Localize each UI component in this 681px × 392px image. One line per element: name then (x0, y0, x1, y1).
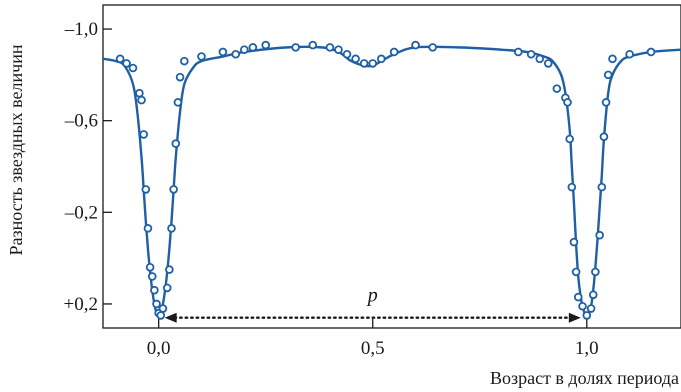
y-tick-label: –0,2 (64, 202, 98, 223)
observation-point (167, 224, 176, 233)
light-curve-line (102, 45, 681, 318)
observation-point (147, 272, 157, 281)
observation-point (239, 45, 249, 54)
observation-point (162, 283, 172, 293)
observation-point (334, 45, 343, 54)
observation-point (308, 40, 318, 50)
observation-point (599, 132, 609, 142)
observation-point (376, 54, 386, 64)
chart-curve-layer (102, 45, 681, 318)
observation-point (595, 230, 604, 240)
x-tick-label: 0,5 (361, 338, 385, 359)
observation-point (291, 43, 300, 52)
observation-point (514, 47, 523, 57)
observation-point (173, 98, 183, 107)
x-tick-label: 1,0 (575, 338, 599, 359)
observation-point (197, 52, 206, 61)
chart-ticks: –1,0 –0,6 –0,2 +0,2 0,0 0,5 1,0 (64, 19, 599, 359)
observation-point (571, 267, 581, 277)
observation-point (565, 134, 574, 144)
observation-point (597, 182, 607, 192)
observation-point (359, 59, 369, 68)
y-axis-title: Разность звездных величин (6, 44, 26, 255)
observation-point (582, 311, 592, 320)
observation-point (156, 311, 166, 320)
observation-point (137, 95, 146, 105)
x-tick-label: 0,0 (147, 338, 171, 359)
observation-point (169, 185, 178, 194)
observation-point (573, 292, 583, 302)
y-tick-label: +0,2 (64, 294, 98, 315)
y-tick-label: –1,0 (64, 19, 98, 40)
chart-axes (102, 4, 681, 329)
observation-point (150, 285, 159, 295)
period-arrow-head-left (164, 312, 177, 323)
observation-point (603, 70, 613, 80)
observation-point (139, 130, 148, 139)
observation-point (563, 98, 572, 107)
observation-point (567, 182, 577, 192)
observation-point (578, 301, 587, 311)
observation-point (171, 139, 181, 148)
observation-point (141, 185, 151, 194)
observation-point (389, 47, 399, 57)
observation-point (552, 84, 562, 93)
observation-point (128, 63, 138, 73)
observation-point (175, 72, 185, 82)
observation-point (261, 40, 270, 50)
observation-point (608, 54, 617, 64)
observation-point (231, 49, 241, 59)
observation-point (165, 265, 174, 274)
observation-point (601, 98, 611, 107)
x-axis-title: Возраст в долях периода (490, 368, 679, 388)
observation-point (591, 267, 600, 277)
chart-points-layer (115, 40, 656, 320)
observation-point (180, 56, 189, 66)
observation-point (588, 290, 598, 300)
observation-point (325, 43, 335, 52)
observation-point (115, 54, 125, 64)
observation-point (625, 49, 634, 59)
plot-frame (102, 4, 681, 329)
observation-point (569, 237, 579, 247)
period-annotation: p (164, 285, 581, 323)
observation-point (351, 54, 360, 64)
observation-point (248, 43, 258, 52)
observation-point (143, 224, 153, 233)
observation-point (368, 59, 378, 68)
period-arrow-head-right (568, 312, 581, 323)
observation-point (342, 49, 352, 59)
observation-point (135, 88, 144, 98)
observation-point (526, 49, 536, 59)
observation-point (543, 59, 553, 68)
observation-point (411, 40, 420, 50)
observation-point (586, 304, 596, 313)
observation-point (218, 47, 228, 57)
observation-point (158, 304, 168, 313)
observation-point (646, 47, 656, 57)
period-label: p (366, 285, 378, 307)
observation-point (428, 43, 437, 52)
observation-point (152, 299, 161, 309)
observation-point (535, 54, 545, 64)
observation-point (145, 262, 155, 272)
y-tick-label: –0,6 (64, 111, 98, 132)
observation-point (122, 59, 131, 68)
